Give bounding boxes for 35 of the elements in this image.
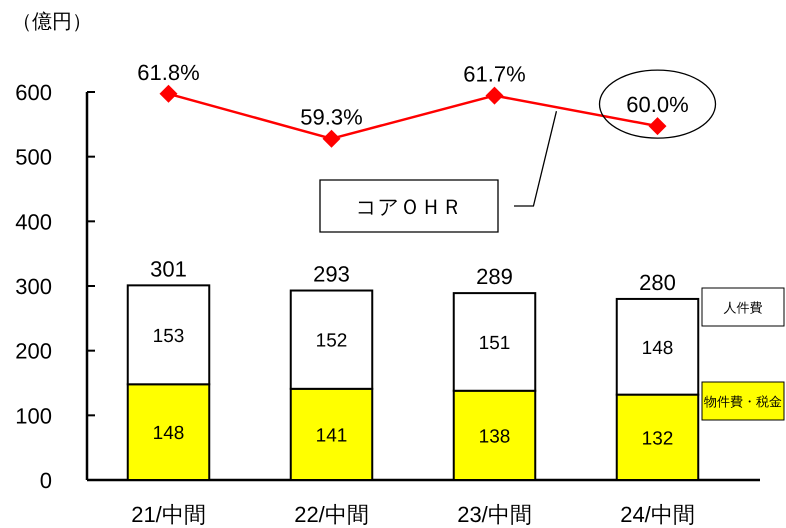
data-label: 152 (316, 330, 348, 352)
x-tick-label: 22/中間 (294, 502, 369, 527)
data-label: 153 (152, 326, 184, 347)
series-label: 物件費・税金 (704, 394, 782, 409)
data-label: 151 (478, 332, 510, 354)
y-tick-label: 400 (15, 209, 52, 234)
point (486, 86, 504, 105)
y-tick-label: 500 (15, 144, 52, 170)
x-tick-label: 21/中間 (131, 502, 206, 527)
point (160, 84, 178, 103)
data-label: 141 (316, 425, 348, 446)
data-label: 60.0% (626, 92, 689, 118)
data-label: 59.3% (300, 104, 363, 130)
text: コアＯＨＲ (356, 196, 462, 219)
y-tick-label: 100 (15, 403, 52, 428)
total-label: 293 (313, 262, 350, 287)
y-tick-label: 200 (15, 338, 52, 364)
x-tick-label: 23/中間 (457, 502, 532, 527)
data-label: 132 (642, 428, 674, 450)
data-label: 61.8% (137, 60, 200, 85)
x-tick-label: 24/中間 (620, 502, 695, 527)
series-label: 人件費 (724, 300, 762, 315)
y-axis-title: （億円） (12, 11, 92, 33)
data-label: 61.7% (463, 62, 526, 87)
y-tick-label: 300 (15, 274, 52, 299)
data-label: 148 (642, 338, 674, 359)
y-tick-label: 0 (40, 468, 52, 493)
point (648, 117, 666, 136)
total-label: 280 (639, 270, 676, 295)
data-label: 148 (152, 423, 184, 444)
point (322, 130, 340, 148)
total-label: 289 (476, 264, 513, 290)
y-tick-label: 600 (15, 80, 52, 105)
data-label: 138 (478, 426, 510, 448)
total-label: 301 (150, 256, 187, 282)
